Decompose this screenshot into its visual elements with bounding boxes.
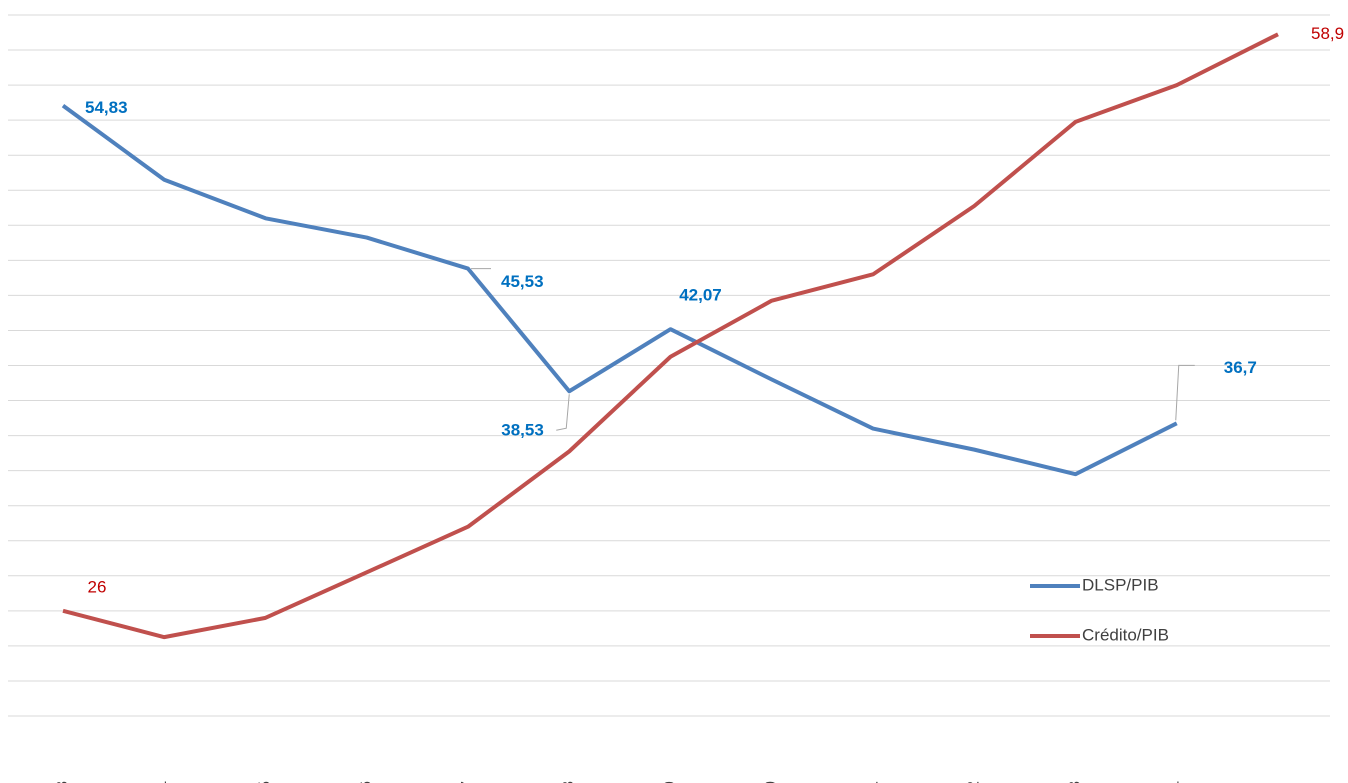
leader-line	[1175, 364, 1195, 421]
legend-label: Crédito/PIB	[1082, 625, 1169, 644]
line	[61, 103, 1178, 477]
x-tick-label: 2007	[457, 781, 476, 783]
data-label: 26	[88, 577, 107, 596]
data-label: 36,7	[1224, 358, 1257, 377]
data-label: 58,9	[1311, 24, 1344, 43]
x-tick-label: 2010	[761, 781, 780, 783]
x-tick-label: 2013	[1065, 781, 1084, 783]
x-tick-label: 2014	[1166, 781, 1185, 783]
x-tick-label: 2012	[964, 781, 983, 783]
line	[62, 32, 1279, 640]
x-tick-label: 2011	[862, 781, 881, 783]
x-tick-label: 2009	[660, 781, 679, 783]
x-tick-label: 2003	[52, 781, 71, 783]
x-tick-label: 2005	[255, 781, 274, 783]
x-tick-label: 2004	[154, 781, 173, 783]
data-label: 45,53	[501, 272, 544, 291]
data-label: 54,83	[85, 98, 128, 117]
legend-label: DLSP/PIB	[1082, 575, 1159, 594]
data-label: 42,07	[679, 286, 722, 305]
x-tick-label: 2008	[559, 781, 578, 783]
x-tick-label: 2006	[356, 781, 375, 783]
leader-line	[556, 394, 570, 431]
data-label: 38,53	[501, 421, 544, 440]
